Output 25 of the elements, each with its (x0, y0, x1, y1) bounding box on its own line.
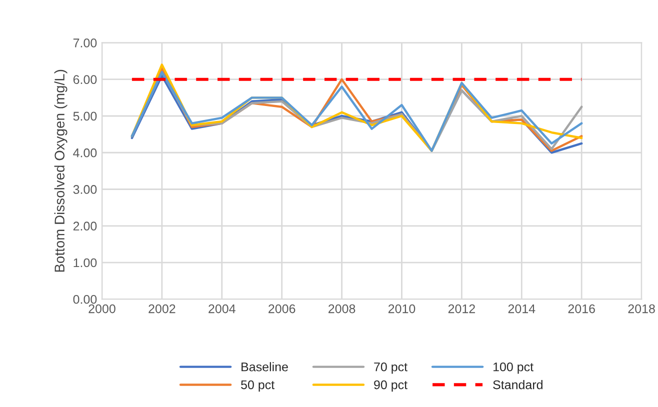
legend-label: 50 pct (241, 380, 274, 392)
legend-label: 90 pct (374, 380, 408, 392)
legend-label: Baseline (242, 362, 288, 372)
y-axis-title: Bottom Dissolved Oxygen (mg/L) (54, 70, 68, 272)
y-tick-label: 6.00 (73, 75, 97, 84)
x-tick-label: 2014 (508, 304, 536, 314)
x-tick-label: 2018 (628, 304, 655, 314)
x-tick-label: 2016 (568, 304, 595, 314)
x-tick-label: 2008 (328, 304, 356, 314)
legend-label: 100 pct (493, 362, 534, 374)
x-tick-label: 2006 (268, 304, 296, 314)
legend-label: 70 pct (374, 362, 408, 374)
y-tick-label: 4.00 (73, 148, 97, 158)
x-tick-label: 2012 (448, 304, 475, 314)
y-tick-label: 2.00 (73, 222, 97, 231)
legend-label: Standard (493, 380, 542, 390)
y-tick-label: 5.00 (73, 112, 97, 121)
y-tick-label: 1.00 (74, 258, 97, 268)
x-tick-label: 2000 (88, 304, 116, 314)
y-tick-label: 3.00 (73, 185, 97, 194)
x-tick-label: 2002 (148, 304, 176, 314)
y-tick-label: 0.00 (73, 294, 97, 304)
x-tick-label: 2010 (388, 304, 416, 314)
y-tick-label: 7.00 (73, 38, 97, 48)
x-tick-label: 2004 (208, 304, 236, 314)
